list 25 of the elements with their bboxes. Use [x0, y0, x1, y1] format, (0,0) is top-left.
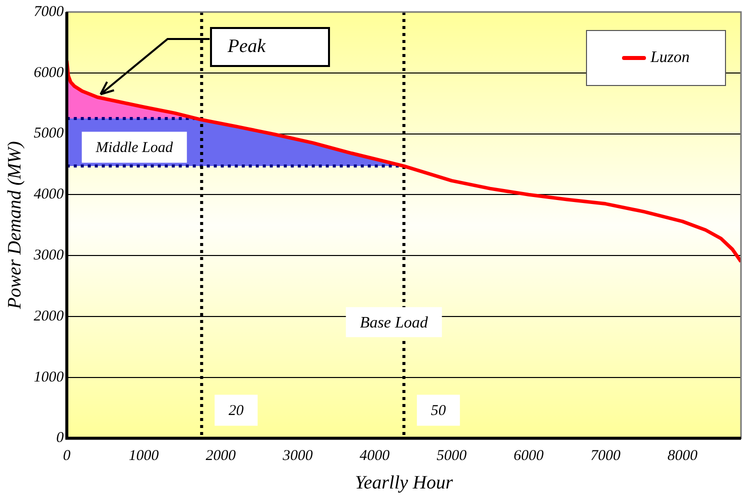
x-tick-label: 8000: [668, 448, 698, 464]
annotation: 20: [228, 403, 244, 420]
annotation: Base Load: [360, 314, 429, 332]
annotation: 50: [430, 403, 446, 420]
legend: Luzon: [586, 30, 726, 86]
y-tick-label: 5000: [34, 126, 64, 142]
y-tick-label: 3000: [32, 247, 64, 264]
y-axis-title: Power Demand (MW): [4, 141, 26, 310]
x-tick-label: 6000: [514, 448, 544, 464]
band-label: Middle Load: [94, 140, 174, 156]
y-tick-label: 6000: [34, 64, 64, 81]
x-tick-label: 4000: [360, 448, 390, 464]
x-tick-label: 2000: [206, 448, 236, 464]
y-tick-label: 0: [56, 430, 64, 446]
x-axis-title: Yearlly Hour: [354, 472, 454, 494]
legend-label: Luzon: [650, 49, 690, 67]
callout-box: Peak: [210, 27, 330, 67]
y-tick-label: 2000: [34, 308, 64, 324]
x-tick-label: 5000: [436, 448, 468, 464]
y-tick-label: 7000: [34, 4, 64, 20]
y-tick-label: 4000: [34, 186, 64, 203]
x-tick-label: 7000: [590, 448, 622, 464]
x-tick-label: 3000: [282, 448, 314, 464]
y-tick-label: 1000: [34, 369, 64, 386]
x-tick-label: 1000: [128, 448, 160, 464]
